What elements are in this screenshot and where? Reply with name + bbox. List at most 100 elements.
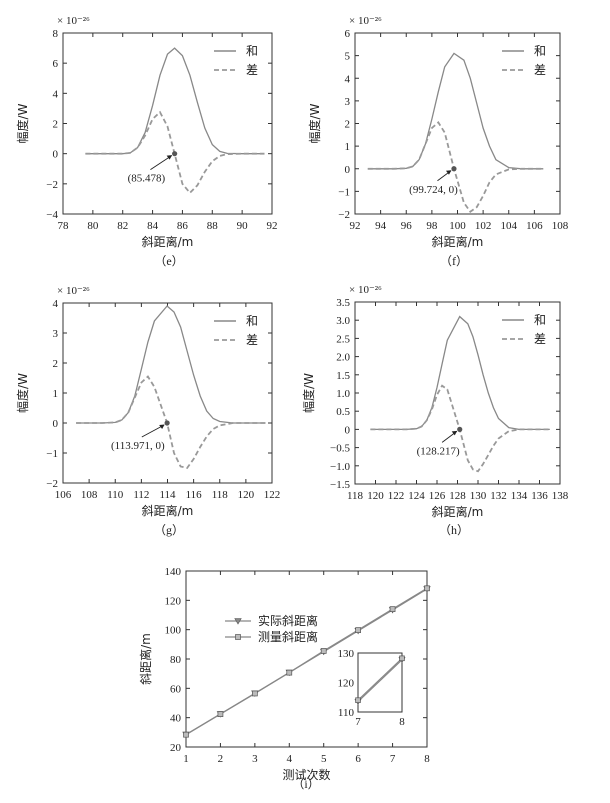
y-tick-label: 1 bbox=[345, 141, 351, 153]
x-tick-label: 138 bbox=[552, 490, 569, 502]
legend-label: 差 bbox=[534, 332, 546, 346]
y-tick-label: 0.5 bbox=[336, 406, 350, 418]
y-tick-label: 2 bbox=[53, 358, 59, 370]
y-axis-label: 幅度/W bbox=[307, 103, 322, 143]
y-tick-label: 1.0 bbox=[336, 388, 350, 400]
x-tick-label: 108 bbox=[552, 220, 569, 232]
x-tick-label: 4 bbox=[287, 753, 293, 765]
legend-label: 和 bbox=[534, 313, 546, 327]
x-tick-label: 94 bbox=[375, 220, 387, 232]
y-tick-label: 3.0 bbox=[336, 315, 350, 327]
y-tick-label: −2 bbox=[46, 478, 58, 490]
x-tick-label: 92 bbox=[267, 220, 278, 232]
y-tick-label: 40 bbox=[170, 713, 182, 725]
x-tick-label: 120 bbox=[238, 489, 255, 501]
y-tick-label: −0.5 bbox=[330, 443, 350, 455]
zero-crossing-point bbox=[164, 420, 170, 426]
y-tick-label: 80 bbox=[170, 654, 182, 666]
annotation-arrowhead bbox=[451, 430, 458, 436]
inset-x-tick-label: 7 bbox=[355, 716, 361, 728]
y-tick-label: 60 bbox=[170, 683, 182, 695]
chart-2: 92 94 96 98 100 102 104 106 108 −2 −1 0 1 2 3 4 5 6 斜距离/m 幅… bbox=[307, 15, 569, 268]
x-tick-label: 90 bbox=[237, 220, 249, 232]
x-tick-label: 130 bbox=[470, 490, 487, 502]
y-tick-label: −1.5 bbox=[330, 479, 350, 491]
x-tick-label: 6 bbox=[355, 753, 361, 765]
y-tick-label: 3 bbox=[345, 96, 351, 108]
measured-distance-marker bbox=[389, 606, 396, 612]
x-tick-label: 96 bbox=[401, 220, 413, 232]
panel-caption: （i） bbox=[292, 777, 319, 791]
zero-crossing-point bbox=[172, 151, 178, 157]
y-axis-label: 幅度/W bbox=[15, 373, 30, 413]
x-axis-label: 斜距离/m bbox=[142, 503, 194, 518]
y-tick-label: 2.0 bbox=[336, 352, 350, 364]
y-tick-label: 120 bbox=[165, 595, 182, 607]
y-tick-label: 2 bbox=[53, 119, 59, 131]
measured-distance-marker bbox=[424, 585, 430, 592]
legend-label: 差 bbox=[246, 333, 258, 347]
x-tick-label: 3 bbox=[252, 753, 258, 765]
x-tick-label: 1 bbox=[183, 753, 189, 765]
x-tick-label: 98 bbox=[426, 220, 438, 232]
annotation-label: (113.971, 0) bbox=[111, 440, 165, 452]
inset-x-tick-label: 8 bbox=[399, 716, 405, 728]
x-axis-label: 斜距离/m bbox=[142, 234, 194, 249]
y-tick-label: 100 bbox=[165, 625, 182, 637]
y-tick-label: 4 bbox=[53, 298, 59, 310]
x-tick-label: 122 bbox=[388, 490, 405, 502]
y-tick-label: 1 bbox=[53, 388, 59, 400]
x-axis-label: 斜距离/m bbox=[432, 234, 484, 249]
legend-label: 和 bbox=[534, 44, 546, 58]
x-tick-label: 104 bbox=[501, 220, 518, 232]
annotation-arrowhead bbox=[166, 155, 173, 160]
measured-distance-line bbox=[185, 587, 428, 736]
inset-frame bbox=[357, 652, 403, 713]
inset-zoom: 7 8 110 120 130 bbox=[338, 648, 406, 728]
x-tick-label: 118 bbox=[347, 490, 364, 502]
measured-distance-marker bbox=[183, 731, 189, 738]
sum-series-line bbox=[76, 305, 266, 424]
y-tick-label: −4 bbox=[46, 209, 58, 221]
x-tick-label: 114 bbox=[159, 489, 176, 501]
annotation-label: (85.478) bbox=[128, 173, 166, 185]
plot-frame bbox=[62, 32, 273, 215]
legend-label: 和 bbox=[246, 314, 258, 328]
y-tick-label: 4 bbox=[53, 88, 59, 100]
x-tick-label: 7 bbox=[390, 753, 396, 765]
annotation-label: (99.724, 0) bbox=[409, 184, 458, 196]
inset-series-line bbox=[357, 657, 403, 701]
scale-multiplier: × 10⁻²⁶ bbox=[349, 15, 382, 27]
x-tick-label: 106 bbox=[55, 489, 72, 501]
x-tick-label: 132 bbox=[490, 490, 507, 502]
y-tick-label: −2 bbox=[46, 179, 58, 191]
measured-distance-marker bbox=[217, 711, 224, 717]
measured-distance-marker bbox=[286, 669, 293, 676]
x-tick-label: 134 bbox=[511, 490, 528, 502]
legend-label: 测量斜距离 bbox=[258, 629, 318, 644]
chart-1: 78 80 82 84 86 88 90 92 −4 −2 0 2 4 6 8 斜距离/m 幅度/W （e） × 1… bbox=[15, 15, 278, 268]
y-tick-label: 0 bbox=[53, 418, 59, 430]
inset-y-tick-label: 110 bbox=[338, 707, 355, 719]
measured-distance-marker bbox=[355, 627, 361, 633]
y-tick-label: 6 bbox=[53, 58, 59, 70]
inset-y-tick-label: 120 bbox=[338, 678, 355, 690]
y-tick-label: 6 bbox=[345, 28, 351, 40]
y-tick-label: −2 bbox=[338, 209, 350, 221]
x-tick-label: 102 bbox=[475, 220, 492, 232]
legend-label: 实际斜距离 bbox=[258, 613, 318, 628]
x-tick-label: 100 bbox=[449, 220, 466, 232]
measured-distance-marker bbox=[252, 690, 258, 697]
legend-label: 和 bbox=[246, 44, 258, 58]
y-tick-label: 2.5 bbox=[336, 333, 350, 345]
legend-marker bbox=[234, 618, 242, 625]
y-tick-label: 3 bbox=[53, 328, 59, 340]
legend-label: 差 bbox=[534, 63, 546, 77]
inset-marker bbox=[399, 655, 405, 662]
scale-multiplier: × 10⁻²⁶ bbox=[57, 285, 90, 297]
y-tick-label: −1.0 bbox=[330, 461, 350, 473]
y-tick-label: 1.5 bbox=[336, 370, 350, 382]
y-tick-label: −1 bbox=[338, 186, 350, 198]
diff-series-line bbox=[370, 384, 550, 473]
